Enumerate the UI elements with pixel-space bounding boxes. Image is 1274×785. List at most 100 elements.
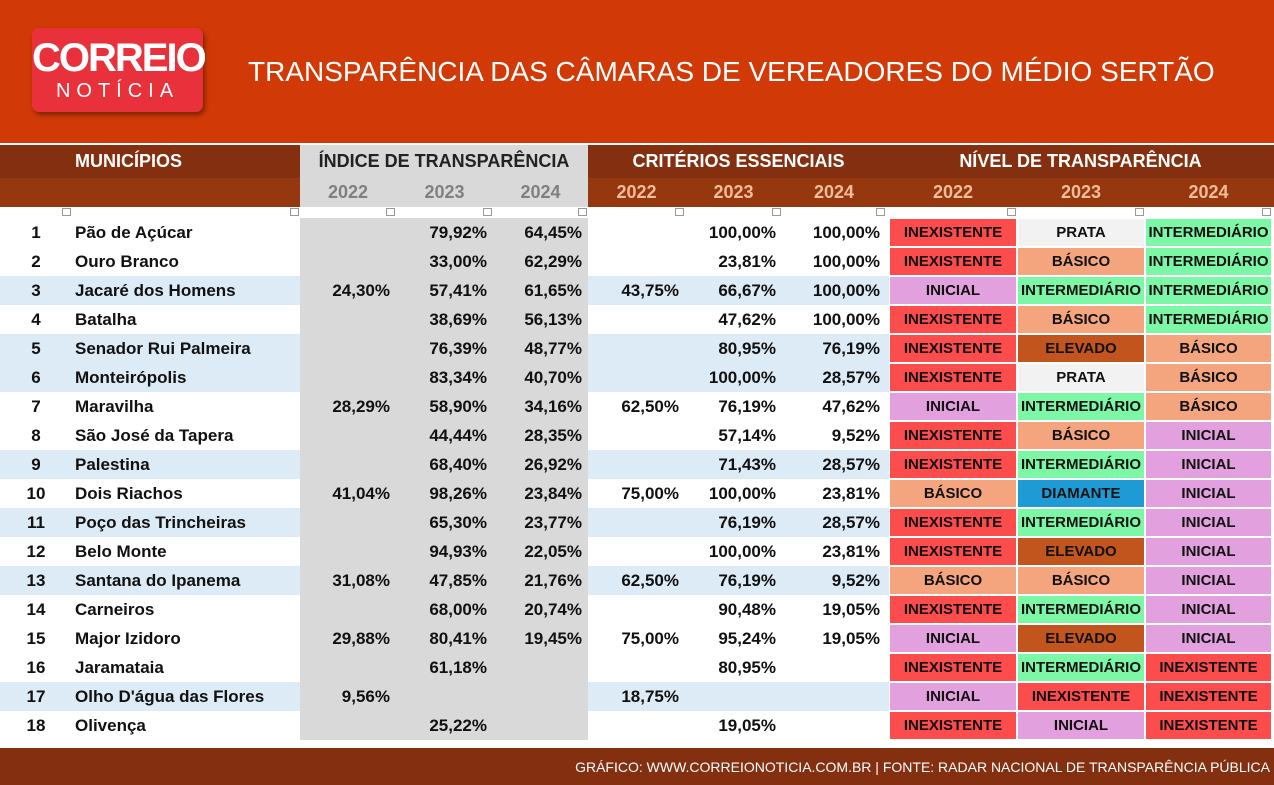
value-cell: 100,00% [812, 309, 880, 329]
level-cell: INTERMEDIÁRIO [1018, 277, 1144, 304]
index-band [300, 334, 588, 363]
year-header: 2022 [932, 182, 974, 202]
level-cell: PRATA [1018, 219, 1144, 246]
municipality: Jaramataia [75, 657, 164, 677]
row-number: 11 [27, 512, 45, 532]
level-cell: INICIAL [1146, 625, 1271, 652]
filter-button[interactable] [386, 208, 395, 216]
index-band [300, 305, 588, 334]
value-cell: 68,40% [429, 454, 487, 474]
value-cell: 83,34% [429, 367, 487, 387]
value-cell: 80,95% [718, 657, 776, 677]
value-cell: 31,08% [332, 570, 390, 590]
level-cell: INICIAL [1146, 596, 1271, 623]
index-band [300, 682, 588, 711]
filter-button[interactable] [1262, 208, 1271, 216]
filter-button[interactable] [675, 208, 684, 216]
level-cell: INTERMEDIÁRIO [1018, 451, 1144, 478]
value-cell: 28,29% [332, 396, 390, 416]
row-number: 17 [26, 686, 46, 706]
value-cell: 33,00% [429, 251, 487, 271]
value-cell: 28,57% [822, 367, 880, 387]
value-cell: 66,67% [718, 280, 776, 300]
value-cell: 23,84% [524, 483, 582, 503]
value-cell: 100,00% [812, 222, 880, 242]
value-cell: 22,05% [524, 541, 582, 561]
value-cell: 100,00% [708, 541, 776, 561]
level-cell: INTERMEDIÁRIO [1146, 277, 1271, 304]
value-cell: 47,85% [429, 570, 487, 590]
value-cell: 19,05% [822, 628, 880, 648]
value-cell: 19,05% [822, 599, 880, 619]
filter-button[interactable] [290, 208, 299, 216]
filter-button[interactable] [876, 208, 885, 216]
row-number: 13 [26, 570, 46, 590]
value-cell: 76,19% [718, 570, 776, 590]
municipality: Senador Rui Palmeira [75, 338, 251, 358]
filter-button[interactable] [483, 208, 492, 216]
value-cell: 40,70% [524, 367, 582, 387]
municipality: Dois Riachos [75, 483, 183, 503]
year-header: 2022 [616, 182, 657, 202]
year-header: 2023 [1060, 182, 1102, 202]
index-band [300, 595, 588, 624]
value-cell: 76,39% [429, 338, 487, 358]
value-cell: 57,14% [718, 425, 776, 445]
row-number: 15 [26, 628, 46, 648]
value-cell: 28,57% [822, 512, 880, 532]
row-number: 10 [26, 483, 46, 503]
municipality: Palestina [75, 454, 150, 474]
value-cell: 100,00% [812, 280, 880, 300]
value-cell: 100,00% [708, 367, 776, 387]
filter-button[interactable] [772, 208, 781, 216]
value-cell: 19,05% [718, 715, 776, 735]
logo-top: CORREIO [32, 36, 207, 80]
level-cell: INEXISTENTE [1146, 712, 1271, 739]
year-header: 2023 [713, 182, 754, 202]
level-cell: ELEVADO [1018, 335, 1144, 362]
level-cell: BÁSICO [1018, 567, 1144, 594]
row-number: 3 [31, 280, 41, 300]
value-cell: 61,18% [429, 657, 487, 677]
value-cell: 48,77% [524, 338, 582, 358]
municipality: Jacaré dos Homens [75, 280, 236, 300]
value-cell: 44,44% [429, 425, 487, 445]
municipality: Ouro Branco [75, 251, 179, 271]
filter-button[interactable] [578, 208, 587, 216]
value-cell: 61,65% [524, 280, 582, 300]
value-cell: 62,50% [621, 570, 679, 590]
group-header: MUNICÍPIOS [75, 151, 183, 171]
filter-button[interactable] [62, 208, 71, 216]
filter-button[interactable] [1135, 208, 1144, 216]
value-cell: 65,30% [429, 512, 487, 532]
level-cell: INTERMEDIÁRIO [1146, 248, 1271, 275]
level-cell: INICIAL [1146, 509, 1271, 536]
group-header: CRITÉRIOS ESSENCIAIS [632, 151, 845, 171]
value-cell: 95,24% [718, 628, 776, 648]
value-cell: 19,45% [524, 628, 582, 648]
value-cell: 18,75% [621, 686, 679, 706]
year-header-band [0, 178, 1274, 207]
value-cell: 80,95% [718, 338, 776, 358]
municipality: Santana do Ipanema [75, 570, 241, 590]
value-cell: 47,62% [718, 309, 776, 329]
level-cell: INEXISTENTE [890, 335, 1016, 362]
municipality: São José da Tapera [75, 425, 234, 445]
level-cell: BÁSICO [1018, 422, 1144, 449]
level-cell: INICIAL [890, 683, 1016, 710]
level-cell: INTERMEDIÁRIO [1018, 654, 1144, 681]
row-number: 4 [31, 309, 41, 329]
municipality: Monteirópolis [75, 367, 187, 387]
level-cell: INEXISTENTE [890, 364, 1016, 391]
filter-button[interactable] [1007, 208, 1016, 216]
level-cell: INEXISTENTE [890, 596, 1016, 623]
index-header-band [300, 145, 588, 207]
value-cell: 64,45% [524, 222, 582, 242]
level-cell: BÁSICO [890, 567, 1016, 594]
group-header-band [0, 145, 1274, 178]
value-cell: 26,92% [524, 454, 582, 474]
index-band [300, 537, 588, 566]
value-cell: 24,30% [332, 280, 390, 300]
level-cell: BÁSICO [1146, 364, 1271, 391]
level-cell: INICIAL [890, 277, 1016, 304]
